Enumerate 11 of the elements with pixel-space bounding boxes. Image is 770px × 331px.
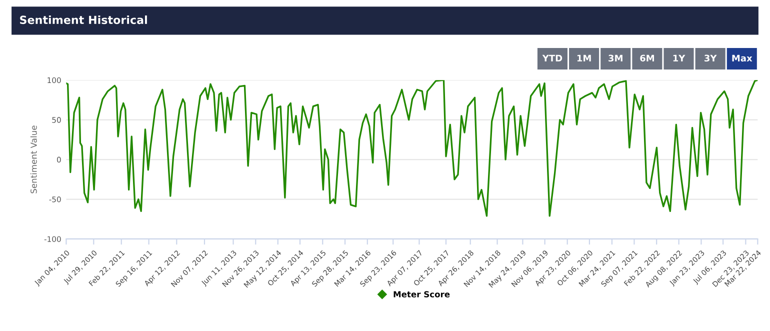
text: 6M [640, 54, 654, 62]
text: Max [732, 54, 752, 62]
text: 3M [608, 54, 622, 62]
y-axis-title: Sentiment Value [30, 126, 37, 194]
chart-title: Sentiment Historical [20, 15, 147, 24]
text: 1Y [673, 54, 686, 62]
line-series [66, 80, 758, 217]
text: YTD [542, 54, 562, 62]
text: 1M [577, 54, 591, 62]
legend-label: Meter Score [394, 291, 450, 298]
text: 3Y [704, 54, 717, 62]
